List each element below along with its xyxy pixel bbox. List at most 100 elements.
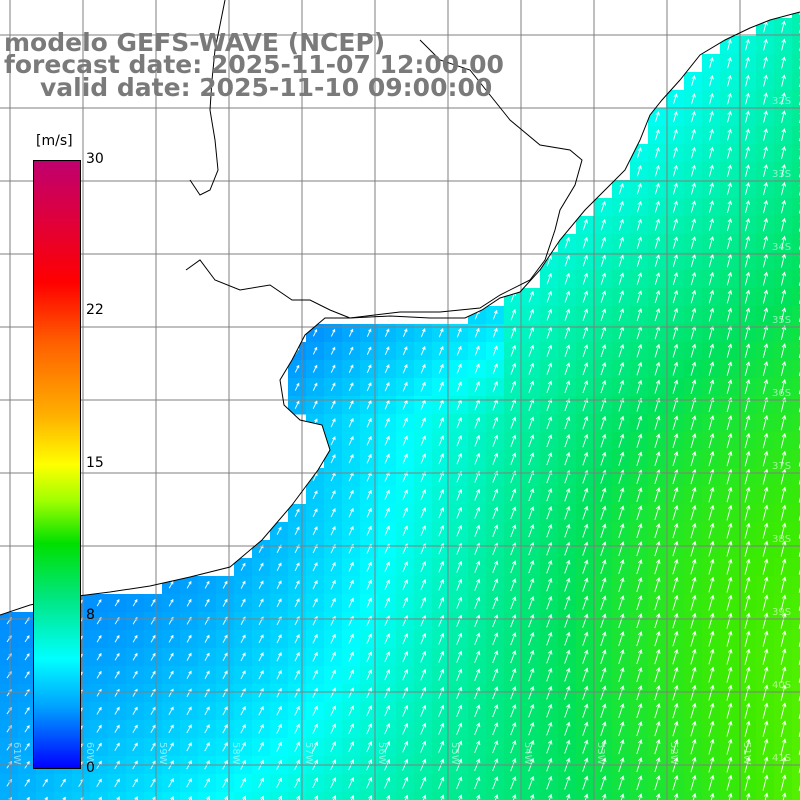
wind-arrow — [456, 633, 462, 645]
wind-arrow-head — [620, 703, 625, 709]
wind-arrow-head — [602, 775, 607, 781]
wind-arrow — [582, 704, 588, 718]
wind-arrow-head — [206, 742, 210, 747]
wind-arrow — [456, 417, 462, 429]
wind-arrow — [348, 723, 354, 735]
wind-arrow — [528, 399, 534, 411]
wind-arrow — [330, 508, 336, 518]
wind-arrow-head — [565, 344, 571, 350]
wind-arrow — [204, 599, 210, 607]
wind-arrow — [512, 794, 516, 800]
wind-arrow-head — [367, 579, 372, 584]
wind-arrow-head — [781, 594, 787, 600]
wind-arrow — [745, 129, 749, 141]
wind-arrow — [672, 613, 678, 629]
wind-arrow-head — [385, 722, 391, 728]
wind-arrow — [186, 653, 192, 661]
wind-arrow-head — [439, 578, 445, 584]
wind-arrow — [762, 523, 768, 539]
wind-arrow-head — [727, 522, 733, 528]
wind-arrow-head — [512, 775, 517, 781]
wind-cell — [162, 792, 181, 800]
wind-arrow-head — [368, 489, 372, 495]
wind-arrow-head — [709, 522, 715, 528]
wind-arrow — [312, 472, 318, 482]
wind-arrow-head — [332, 454, 336, 459]
wind-arrow — [438, 400, 444, 410]
wind-arrow-head — [529, 559, 535, 565]
wind-arrow-head — [26, 635, 30, 639]
wind-arrow-head — [476, 794, 481, 800]
wind-arrow-head — [367, 633, 372, 638]
wind-arrow — [636, 237, 642, 249]
wind-arrow — [222, 581, 228, 589]
wind-arrow-head — [367, 705, 372, 710]
wind-arrow-head — [26, 671, 30, 675]
wind-arrow-head — [691, 146, 696, 152]
wind-arrow — [564, 452, 570, 466]
wind-arrow — [636, 721, 642, 737]
wind-arrow-head — [566, 703, 571, 709]
wind-arrow — [168, 671, 174, 679]
wind-arrow — [780, 649, 786, 665]
wind-arrow-head — [278, 526, 282, 531]
wind-arrow-head — [457, 488, 463, 494]
wind-arrow-head — [584, 667, 589, 673]
wind-arrow-head — [691, 756, 697, 762]
wind-arrow — [186, 599, 192, 607]
wind-arrow — [510, 435, 516, 447]
wind-arrow-head — [242, 706, 246, 711]
wind-arrow-head — [692, 630, 697, 636]
wind-arrow-head — [745, 666, 751, 672]
wind-arrow — [510, 524, 516, 538]
wind-arrow-head — [98, 652, 102, 657]
wind-arrow-head — [188, 742, 192, 747]
wind-arrow — [474, 561, 480, 573]
wind-arrow-head — [421, 650, 427, 656]
wind-arrow-head — [188, 634, 192, 639]
wind-arrow — [312, 365, 318, 373]
wind-arrow — [366, 652, 372, 662]
title-valid-date: valid date: 2025-11-10 09:00:00 — [40, 73, 493, 102]
wind-arrow — [168, 724, 174, 734]
wind-arrow-head — [224, 759, 228, 765]
wind-arrow — [691, 93, 695, 105]
wind-arrow — [744, 182, 750, 196]
wind-arrow-head — [709, 254, 715, 259]
wind-arrow — [348, 382, 354, 392]
wind-arrow — [258, 706, 264, 716]
longitude-label: 56W — [376, 742, 387, 765]
wind-arrow — [546, 524, 552, 538]
wind-arrow-head — [565, 416, 571, 421]
wind-arrow-head — [781, 181, 786, 187]
wind-arrow — [618, 776, 624, 790]
wind-arrow-head — [98, 688, 102, 693]
wind-arrow-head — [763, 199, 769, 205]
wind-arrow — [654, 237, 660, 249]
wind-arrow-head — [368, 364, 372, 369]
wind-arrow — [726, 165, 732, 177]
wind-arrow-head — [314, 705, 318, 710]
wind-arrow — [528, 578, 534, 592]
wind-arrow-head — [781, 648, 787, 654]
wind-arrow — [276, 634, 282, 644]
wind-arrow — [366, 490, 372, 500]
wind-arrow-head — [134, 652, 138, 657]
wind-arrow-head — [530, 703, 535, 709]
wind-arrow — [384, 508, 390, 518]
wind-arrow — [636, 685, 642, 701]
wind-arrow-head — [152, 778, 156, 783]
wind-arrow-head — [637, 290, 643, 296]
wind-arrow — [780, 469, 786, 485]
river-border-line — [189, 0, 226, 196]
wind-arrow — [600, 434, 606, 448]
wind-arrow-head — [512, 722, 517, 727]
wind-arrow-head — [619, 433, 625, 439]
wind-arrow-head — [314, 597, 318, 603]
wind-arrow-head — [332, 346, 336, 351]
wind-arrow-head — [781, 20, 786, 26]
wind-arrow-head — [403, 686, 409, 692]
wind-arrow — [330, 526, 336, 536]
wind-arrow-head — [745, 576, 751, 582]
wind-arrow — [762, 487, 768, 503]
